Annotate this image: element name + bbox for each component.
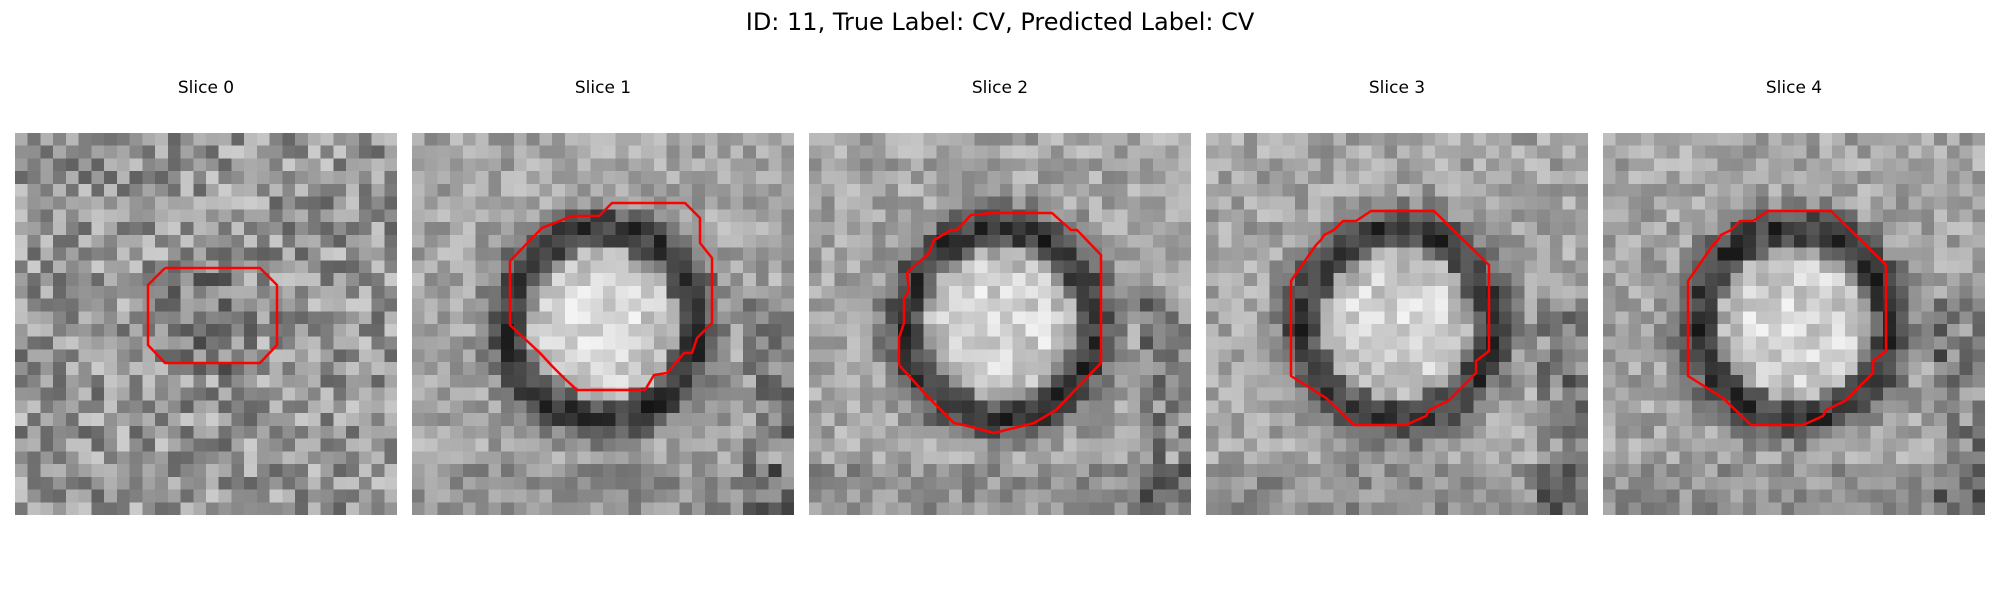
grayscale-image [1603,133,1985,515]
contour-line [1686,209,1888,427]
contour-line [1289,209,1491,427]
segmentation-contour [1289,209,1491,427]
slice-image [412,133,794,515]
grayscale-image [15,133,397,515]
segmentation-contour [897,211,1103,435]
segmentation-contour [146,266,279,365]
contour-line [897,211,1103,435]
figure-title: ID: 11, True Label: CV, Predicted Label:… [745,8,1255,36]
contour-line [146,266,279,365]
slice-title: Slice 1 [574,78,632,98]
slice-title: Slice 3 [1368,78,1426,98]
slice-title: Slice 0 [177,78,235,98]
segmentation-contour [508,201,714,392]
segmentation-contour [1686,209,1888,427]
grayscale-image [809,133,1191,515]
contour-line [508,201,714,392]
slice-image [1206,133,1588,515]
slice-image [15,133,397,515]
grayscale-image [412,133,794,515]
slice-image [1603,133,1985,515]
grayscale-image [1206,133,1588,515]
slice-image [809,133,1191,515]
slice-title: Slice 2 [971,78,1029,98]
slice-title: Slice 4 [1765,78,1823,98]
